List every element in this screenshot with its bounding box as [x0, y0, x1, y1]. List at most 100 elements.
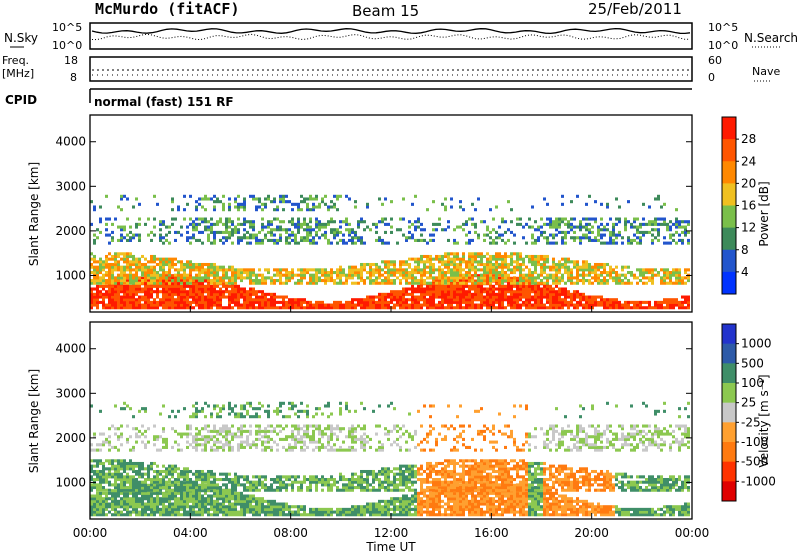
heatmap-cell: [213, 242, 216, 245]
heatmap-cell: [249, 293, 252, 296]
heatmap-cell: [420, 260, 423, 263]
heatmap-cell: [363, 301, 366, 304]
heatmap-cell: [399, 298, 402, 301]
heatmap-cell: [609, 271, 612, 274]
heatmap-cell: [573, 239, 576, 242]
heatmap-cell: [273, 301, 276, 304]
heatmap-cell: [195, 208, 198, 211]
heatmap-cell: [111, 271, 114, 274]
heatmap-cell: [564, 260, 567, 263]
heatmap-cell: [519, 252, 522, 255]
heatmap-cell: [651, 228, 654, 231]
heatmap-cell: [486, 226, 489, 229]
heatmap-cell: [147, 473, 150, 476]
heatmap-cell: [390, 260, 393, 263]
heatmap-cell: [471, 304, 474, 307]
heatmap-cell: [201, 438, 204, 441]
heatmap-cell: [213, 425, 216, 428]
heatmap-cell: [474, 306, 477, 309]
heatmap-cell: [120, 481, 123, 484]
heatmap-cell: [333, 203, 336, 206]
heatmap-cell: [309, 301, 312, 304]
heatmap-cell: [177, 290, 180, 293]
heatmap-cell: [669, 304, 672, 307]
heatmap-cell: [165, 290, 168, 293]
heatmap-cell: [543, 223, 546, 226]
heatmap-cell: [111, 263, 114, 266]
heatmap-cell: [162, 486, 165, 489]
heatmap-cell: [252, 475, 255, 478]
heatmap-cell: [552, 236, 555, 239]
heatmap-cell: [201, 287, 204, 290]
heatmap-cell: [597, 266, 600, 269]
heatmap-cell: [333, 231, 336, 234]
heatmap-cell: [324, 274, 327, 277]
heatmap-cell: [351, 242, 354, 245]
heatmap-cell: [426, 208, 429, 211]
heatmap-cell: [144, 473, 147, 476]
heatmap-cell: [135, 441, 138, 444]
heatmap-cell: [162, 260, 165, 263]
heatmap-cell: [303, 197, 306, 200]
heatmap-cell: [249, 446, 252, 449]
heatmap-cell: [366, 301, 369, 304]
heatmap-cell: [159, 298, 162, 301]
heatmap-cell: [429, 293, 432, 296]
heatmap-cell: [240, 412, 243, 415]
heatmap-cell: [375, 226, 378, 229]
heatmap-cell: [570, 301, 573, 304]
heatmap-cell: [678, 282, 681, 285]
heatmap-cell: [378, 304, 381, 307]
heatmap-cell: [129, 252, 132, 255]
heatmap-cell: [465, 260, 468, 263]
heatmap-cell: [456, 279, 459, 282]
heatmap-cell: [144, 298, 147, 301]
heatmap-cell: [366, 296, 369, 299]
heatmap-cell: [552, 258, 555, 261]
heatmap-cell: [522, 260, 525, 263]
heatmap-cell: [579, 242, 582, 245]
heatmap-cell: [432, 290, 435, 293]
heatmap-cell: [126, 252, 129, 255]
heatmap-cell: [504, 306, 507, 309]
heatmap-cell: [93, 208, 96, 211]
heatmap-cell: [216, 489, 219, 492]
heatmap-cell: [165, 513, 168, 516]
heatmap-cell: [387, 274, 390, 277]
heatmap-cell: [126, 218, 129, 221]
heatmap-cell: [273, 218, 276, 221]
heatmap-cell: [96, 276, 99, 279]
heatmap-cell: [627, 239, 630, 242]
heatmap-cell: [165, 298, 168, 301]
heatmap-cell: [102, 489, 105, 492]
heatmap-cell: [225, 296, 228, 299]
heatmap-cell: [225, 430, 228, 433]
heatmap-cell: [129, 489, 132, 492]
heatmap-cell: [480, 285, 483, 288]
heatmap-cell: [150, 266, 153, 269]
heatmap-cell: [213, 503, 216, 506]
heatmap-cell: [105, 271, 108, 274]
heatmap-cell: [246, 271, 249, 274]
heatmap-cell: [411, 282, 414, 285]
heatmap-cell: [117, 274, 120, 277]
heatmap-cell: [123, 226, 126, 229]
heatmap-cell: [228, 208, 231, 211]
heatmap-cell: [528, 306, 531, 309]
heatmap-cell: [582, 266, 585, 269]
heatmap-cell: [414, 304, 417, 307]
heatmap-cell: [114, 296, 117, 299]
heatmap-cell: [228, 236, 231, 239]
heatmap-cell: [195, 505, 198, 508]
heatmap-cell: [669, 234, 672, 237]
heatmap-cell: [660, 304, 663, 307]
heatmap-cell: [306, 228, 309, 231]
heatmap-cell: [117, 255, 120, 258]
heatmap-cell: [411, 306, 414, 309]
heatmap-cell: [324, 306, 327, 309]
heatmap-cell: [135, 301, 138, 304]
heatmap-cell: [177, 513, 180, 516]
heatmap-cell: [186, 494, 189, 497]
heatmap-cell: [153, 271, 156, 274]
heatmap-cell: [102, 287, 105, 290]
